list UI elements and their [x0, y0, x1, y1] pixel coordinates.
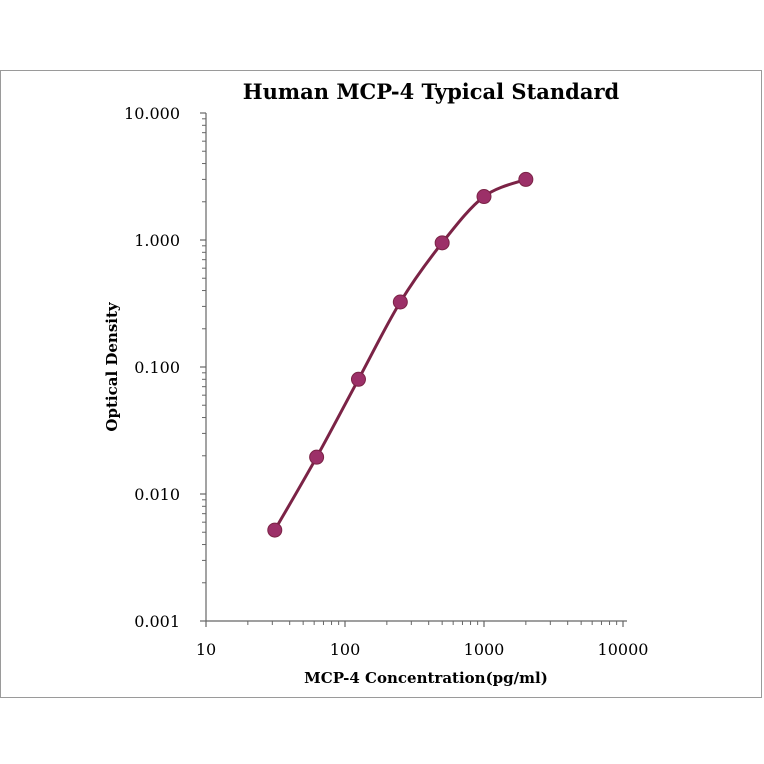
- data-point: [267, 522, 283, 538]
- data-point: [518, 171, 534, 187]
- y-ticks: 0.001 0.010 0.100 1.000 10.000: [124, 104, 206, 631]
- data-point: [392, 294, 408, 310]
- data-point: [350, 371, 366, 387]
- x-axis-label: MCP-4 Concentration(pg/ml): [304, 669, 548, 687]
- x-tick-label: 1000: [464, 640, 505, 659]
- series-line: [273, 178, 527, 531]
- y-tick-label: 1.000: [134, 231, 180, 250]
- y-tick-label: 0.100: [134, 358, 180, 377]
- x-ticks: 10 100 1000 10000: [196, 621, 649, 659]
- data-point: [434, 235, 450, 251]
- chart-frame: Human MCP-4 Typical Standard 0.001 0.010 0…: [0, 70, 762, 698]
- axes: [205, 113, 627, 622]
- data-point: [476, 189, 492, 205]
- y-tick-label: 10.000: [124, 104, 180, 123]
- y-axis-label: Optical Density: [103, 301, 121, 431]
- data-point: [309, 449, 325, 465]
- series-layer: [267, 171, 534, 538]
- x-tick-label: 100: [330, 640, 361, 659]
- chart-svg: Human MCP-4 Typical Standard 0.0010.0100…: [103, 79, 649, 687]
- y-tick-label: 0.001: [134, 612, 180, 631]
- x-tick-label: 10000: [598, 640, 649, 659]
- y-tick-label: 0.010: [134, 485, 180, 504]
- chart-title: Human MCP-4 Typical Standard: [243, 79, 620, 104]
- x-tick-label: 10: [196, 640, 216, 659]
